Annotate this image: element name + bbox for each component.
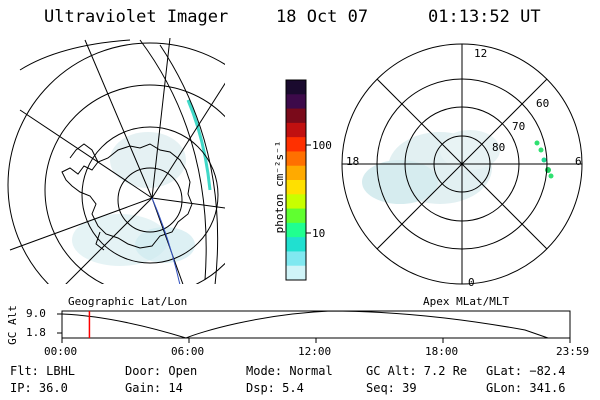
mlt-label-12: 12 — [474, 47, 488, 60]
geographic-caption: Geographic Lat/Lon — [68, 295, 188, 308]
altitude-ytick-high: 9.0 — [26, 307, 46, 320]
colorbar-segment — [286, 180, 306, 195]
glon-info: GLon: 341.6 — [486, 381, 566, 395]
time-tick-0600: 06:00 — [171, 345, 205, 358]
colorbar-segment — [286, 80, 306, 95]
colorbar-segment — [286, 237, 306, 252]
glat-info: GLat: −82.4 — [486, 364, 566, 378]
colorbar-segment — [286, 108, 306, 124]
colorbar-segment — [286, 194, 306, 210]
altitude-curve — [61, 310, 549, 339]
seq-info: Seq: 39 — [366, 381, 417, 395]
colorbar — [285, 79, 311, 281]
colorbar-segment — [286, 265, 306, 281]
gain-info: Gain: 14 — [125, 381, 183, 395]
colorbar-segment — [286, 165, 306, 181]
time-tick-0000: 00:00 — [44, 345, 78, 358]
time-tick-1200: 12:00 — [298, 345, 332, 358]
observation-time: 01:13:52 UT — [428, 7, 541, 27]
geographic-map — [7, 38, 225, 284]
auroral-emission-mag — [362, 130, 554, 204]
dsp-info: Dsp: 5.4 — [246, 381, 304, 395]
colorbar-segment — [286, 151, 306, 167]
magnetic-polar-map — [341, 43, 583, 285]
colorbar-segment — [286, 222, 306, 238]
filter-info: Flt: LBHL — [10, 364, 76, 378]
mlt-label-6: 6 — [575, 155, 582, 168]
colorbar-segment — [286, 122, 306, 138]
mlat-label-70: 70 — [512, 120, 526, 133]
mlat-label-80: 80 — [492, 141, 506, 154]
colorbar-unit-label: photon cm⁻²s⁻¹ — [273, 140, 286, 234]
coastline — [61, 143, 193, 249]
altitude-ytick-low: 1.8 — [26, 326, 46, 339]
time-tick-2359: 23:59 — [556, 345, 590, 358]
altitude-plot — [57, 310, 571, 343]
colorbar-segment — [286, 208, 306, 224]
colorbar-tick-100: 100 — [312, 139, 332, 152]
time-tick-1800: 18:00 — [425, 345, 459, 358]
colorbar-segment — [286, 137, 306, 152]
gc-alt-info: GC Alt: 7.2 Re — [366, 364, 468, 378]
altitude-ylabel: GC Alt — [6, 305, 19, 345]
mlt-label-18: 18 — [346, 155, 360, 168]
mode-info: Mode: Normal — [246, 364, 333, 378]
door-info: Door: Open — [125, 364, 198, 378]
ip-info: IP: 36.0 — [10, 381, 68, 395]
colorbar-tick-10: 10 — [312, 227, 326, 240]
instrument-title: Ultraviolet Imager — [44, 7, 229, 27]
colorbar-segment — [286, 94, 306, 110]
mlat-label-60: 60 — [536, 97, 550, 110]
auroral-emission-geo — [72, 99, 212, 266]
magnetic-caption: Apex MLat/MLT — [423, 295, 510, 308]
mlt-label-0: 0 — [468, 276, 475, 289]
colorbar-segment — [286, 251, 306, 267]
observation-date: 18 Oct 07 — [276, 7, 369, 27]
